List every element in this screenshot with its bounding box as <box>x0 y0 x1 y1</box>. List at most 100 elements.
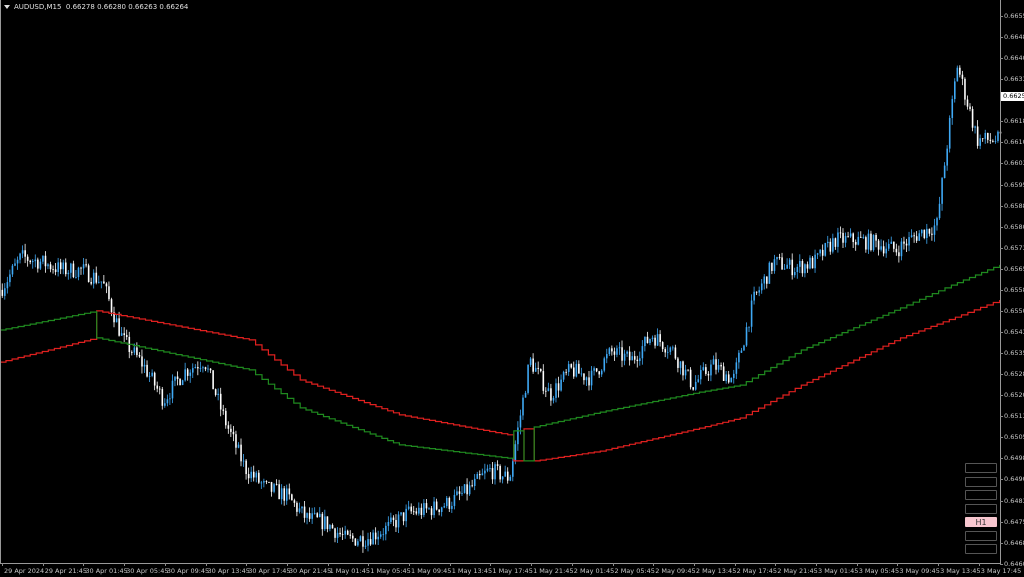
bear-candle <box>545 390 547 392</box>
time-tick <box>693 563 695 566</box>
bull-candle <box>608 348 611 355</box>
bull-candle <box>933 225 936 235</box>
price-label: 0.65355 <box>1004 349 1024 358</box>
bear-candle <box>573 367 575 377</box>
bear-candle <box>54 269 57 273</box>
bear-candle <box>611 348 613 352</box>
bear-candle <box>499 465 501 480</box>
bear-candle <box>621 347 623 361</box>
bull-candle <box>39 261 42 269</box>
bear-candle <box>755 291 758 293</box>
bear-candle <box>118 318 120 336</box>
dropdown-triangle-icon[interactable] <box>4 5 10 9</box>
time-tick <box>246 563 248 566</box>
bear-candle <box>138 355 141 357</box>
bull-candle <box>738 352 740 363</box>
bear-candle <box>969 106 971 110</box>
price-label: 0.65280 <box>1004 370 1024 379</box>
bull-candle <box>522 397 524 416</box>
bull-candle <box>501 476 504 480</box>
bear-candle <box>288 488 291 495</box>
bull-candle <box>242 460 245 462</box>
bull-candle <box>19 253 21 260</box>
time-label: 1 May 17:45 <box>492 567 533 575</box>
bear-candle <box>842 232 844 243</box>
price-label: 0.65880 <box>1004 201 1024 210</box>
bull-candle <box>164 403 166 406</box>
bull-candle <box>783 268 786 270</box>
bull-candle <box>512 461 514 477</box>
bull-candle <box>941 178 943 204</box>
bull-candle <box>735 362 738 374</box>
bear-candle <box>65 262 67 275</box>
bull-candle <box>750 300 753 327</box>
time-label: 2 May 09:45 <box>655 567 696 575</box>
bear-candle <box>29 260 32 263</box>
bull-candle <box>463 484 466 493</box>
bear-candle <box>959 67 961 75</box>
bull-candle <box>189 372 192 376</box>
price-label: 0.64980 <box>1004 454 1024 463</box>
bear-candle <box>346 530 349 535</box>
bear-candle <box>240 444 242 462</box>
bull-candle <box>527 364 529 393</box>
bull-candle <box>844 236 847 243</box>
timeframe-button[interactable] <box>965 476 997 487</box>
bear-candle <box>928 228 931 234</box>
price-label: 0.66480 <box>1004 33 1024 42</box>
bull-candle <box>494 464 496 480</box>
bull-candle <box>100 281 103 283</box>
price-tick <box>1000 374 1003 376</box>
timeframe-button[interactable] <box>965 463 997 473</box>
price-tick <box>1000 416 1003 418</box>
price-tick <box>1000 479 1003 481</box>
price-label: 0.66180 <box>1004 117 1024 126</box>
bull-candle <box>832 238 834 252</box>
timeframe-button-h1[interactable]: H1 <box>965 517 997 527</box>
price-tick <box>1000 395 1003 397</box>
timeframe-button[interactable] <box>965 490 997 500</box>
bear-candle <box>410 506 413 512</box>
bear-candle <box>875 234 877 241</box>
bull-candle <box>910 235 913 238</box>
bull-candle <box>758 290 761 293</box>
bull-candle <box>473 478 476 487</box>
bull-candle <box>514 444 517 462</box>
price-tick <box>1000 437 1003 439</box>
timeframe-button[interactable] <box>965 530 997 541</box>
bear-candle <box>588 377 590 386</box>
bear-candle <box>176 376 179 380</box>
bull-candle <box>887 243 890 249</box>
bull-candle <box>367 539 369 546</box>
time-label: 1 May 09:45 <box>411 567 452 575</box>
bear-candle <box>448 497 451 509</box>
bear-candle <box>882 246 885 254</box>
bull-candle <box>560 379 562 391</box>
bull-candle <box>773 259 776 271</box>
time-label: 1 May 21:45 <box>533 567 574 575</box>
price-tick <box>1000 310 1003 312</box>
price-label: 0.64605 <box>1004 559 1024 568</box>
bear-candle <box>156 385 159 389</box>
time-tick <box>938 563 940 566</box>
bear-candle <box>870 233 872 251</box>
bear-candle <box>613 351 616 355</box>
bull-candle <box>92 272 95 284</box>
bear-candle <box>435 501 438 510</box>
bull-candle <box>639 358 641 362</box>
bear-candle <box>308 513 311 519</box>
bear-candle <box>415 511 418 514</box>
bull-candle <box>725 374 727 381</box>
bull-candle <box>984 132 987 139</box>
bull-candle <box>606 354 608 359</box>
bull-candle <box>857 236 860 245</box>
bear-candle <box>479 474 481 476</box>
price-tick <box>1000 226 1003 228</box>
bear-candle <box>915 236 918 241</box>
bull-candle <box>67 272 70 275</box>
timeframe-button[interactable] <box>965 544 997 554</box>
timeframe-button[interactable] <box>965 503 997 514</box>
bull-candle <box>672 347 674 349</box>
time-label: 2 May 17:45 <box>736 567 778 575</box>
